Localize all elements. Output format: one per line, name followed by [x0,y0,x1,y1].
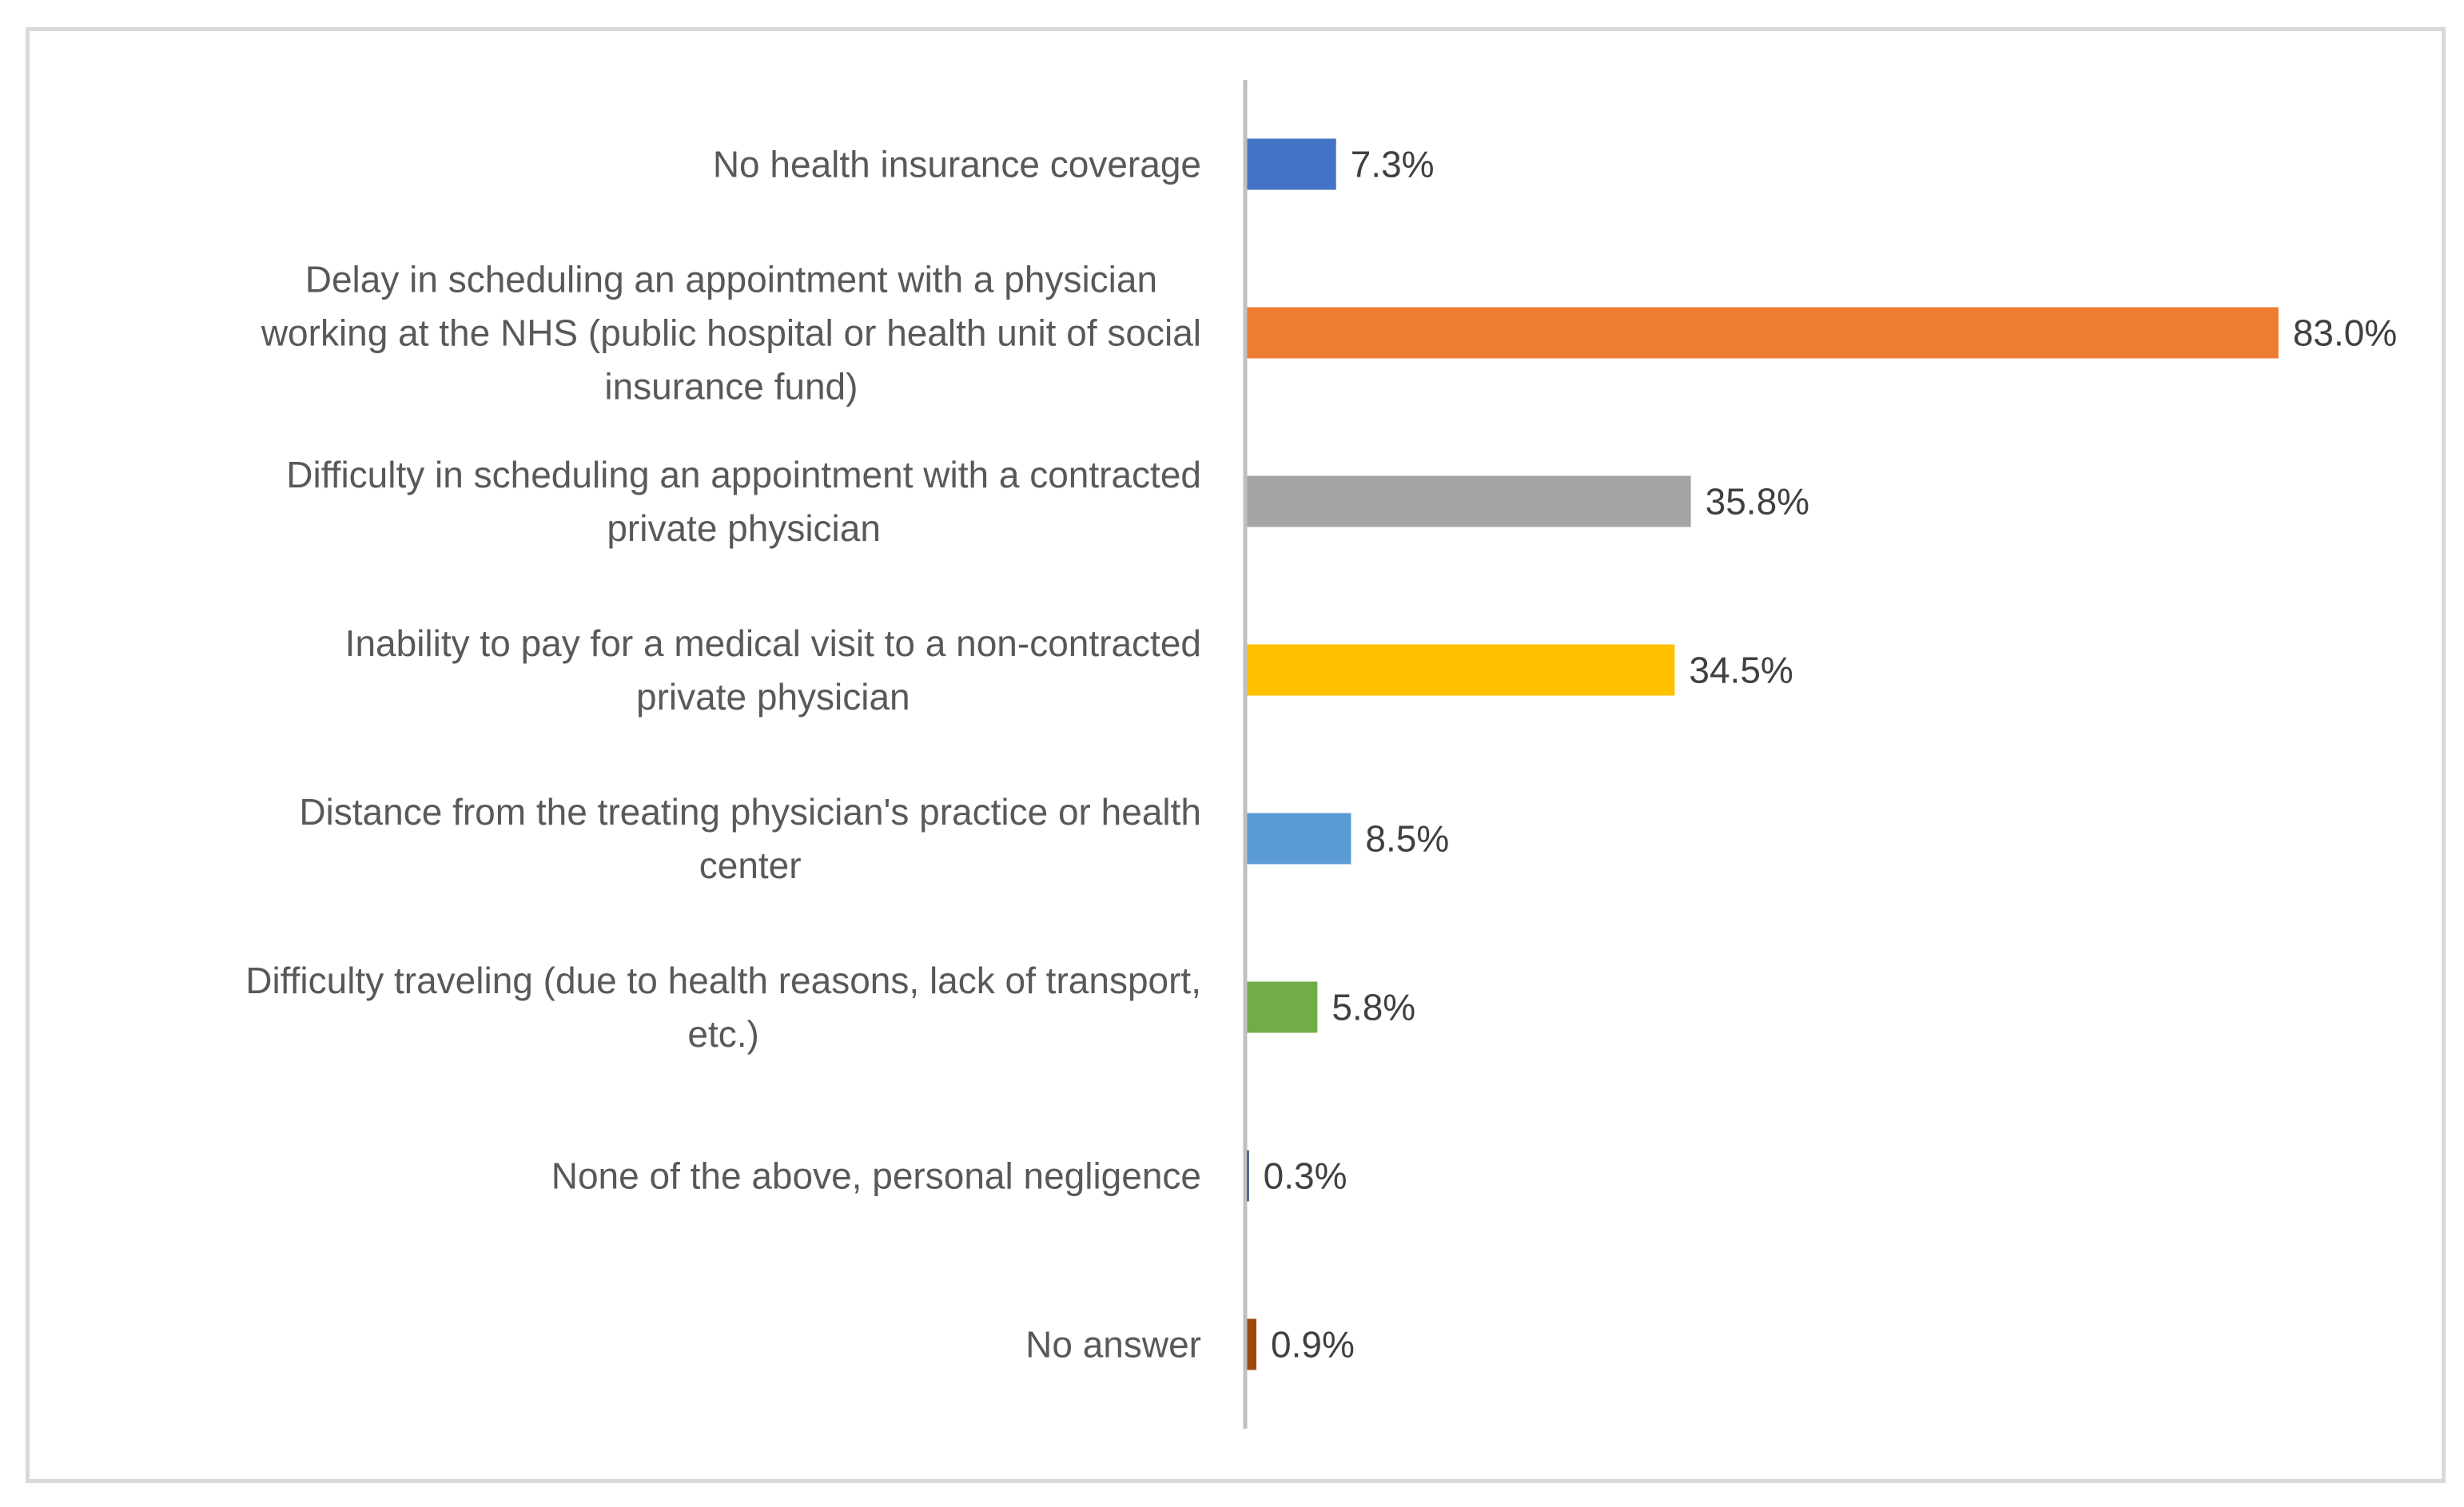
bar-8 [1245,1318,1257,1370]
value-label-2: 83.0% [2293,312,2397,354]
category-label-6: Difficulty traveling (due to health reas… [245,960,1201,1055]
category-label-8: No answer [1025,1324,1201,1366]
value-label-3: 35.8% [1706,481,1809,523]
bar-1 [1245,138,1336,190]
category-label-2: Delay in scheduling an appointment with … [261,259,1201,408]
bar-4 [1245,644,1675,696]
bar-5 [1245,813,1351,865]
value-label-5: 8.5% [1365,818,1449,860]
category-labels: No health insurance coverage Delay in sch… [245,144,1201,1366]
category-label-1: No health insurance coverage [713,144,1201,185]
category-label-7: None of the above, personal negligence [551,1155,1201,1197]
chart-frame [26,27,2446,1483]
bars [1245,138,2279,1370]
bar-2 [1245,307,2279,359]
value-label-7: 0.3% [1264,1155,1347,1197]
bar-6 [1245,981,1318,1033]
category-label-4: Inability to pay for a medical visit to … [345,622,1201,718]
value-label-6: 5.8% [1332,987,1415,1028]
value-label-8: 0.9% [1271,1324,1355,1366]
category-label-3: Difficulty in scheduling an appointment … [286,454,1201,549]
value-label-1: 7.3% [1351,144,1435,185]
value-label-4: 34.5% [1689,650,1793,691]
category-label-5: Distance from the treating physician's p… [299,791,1201,886]
value-labels: 7.3% 83.0% 35.8% 34.5% 8.5% 5.8% 0.3% 0.9% [1264,144,2398,1366]
bar-3 [1245,475,1691,527]
